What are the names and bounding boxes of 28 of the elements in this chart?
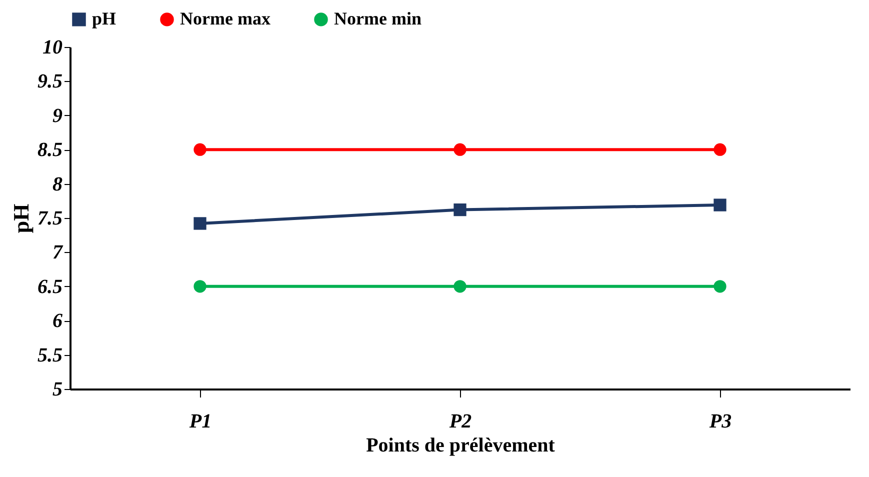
x-tick-label: P3 xyxy=(708,410,732,432)
y-tick-label: 8 xyxy=(52,173,62,196)
y-axis-title: pH xyxy=(8,204,34,234)
x-axis-title: Points de prélèvement xyxy=(366,434,556,456)
legend-label: pH xyxy=(92,8,116,28)
point xyxy=(714,280,726,293)
point xyxy=(194,217,206,230)
y-tick-label: 7 xyxy=(52,242,64,264)
y-tick-label: 6 xyxy=(52,310,62,332)
point xyxy=(454,143,466,156)
y-tick-label: 5.5 xyxy=(38,344,62,366)
x-tick-label: P2 xyxy=(448,410,472,432)
y-tick-label: 6.5 xyxy=(38,276,62,298)
point xyxy=(714,198,726,212)
point xyxy=(454,203,466,216)
legend-label: Norme min xyxy=(334,8,422,28)
y-tick-label: 7.5 xyxy=(38,208,62,230)
legend-label: Norme max xyxy=(180,8,270,28)
y-tick-label: 5 xyxy=(52,378,62,400)
point xyxy=(714,143,726,156)
point xyxy=(194,143,206,156)
y-tick-label: 10 xyxy=(42,36,62,58)
y-tick-label: 9.5 xyxy=(38,70,62,93)
y-tick-label: 8.5 xyxy=(38,139,62,162)
point xyxy=(454,280,466,293)
point xyxy=(194,280,206,293)
x-tick-label: P1 xyxy=(188,410,212,432)
y-tick-label: 9 xyxy=(52,104,62,127)
